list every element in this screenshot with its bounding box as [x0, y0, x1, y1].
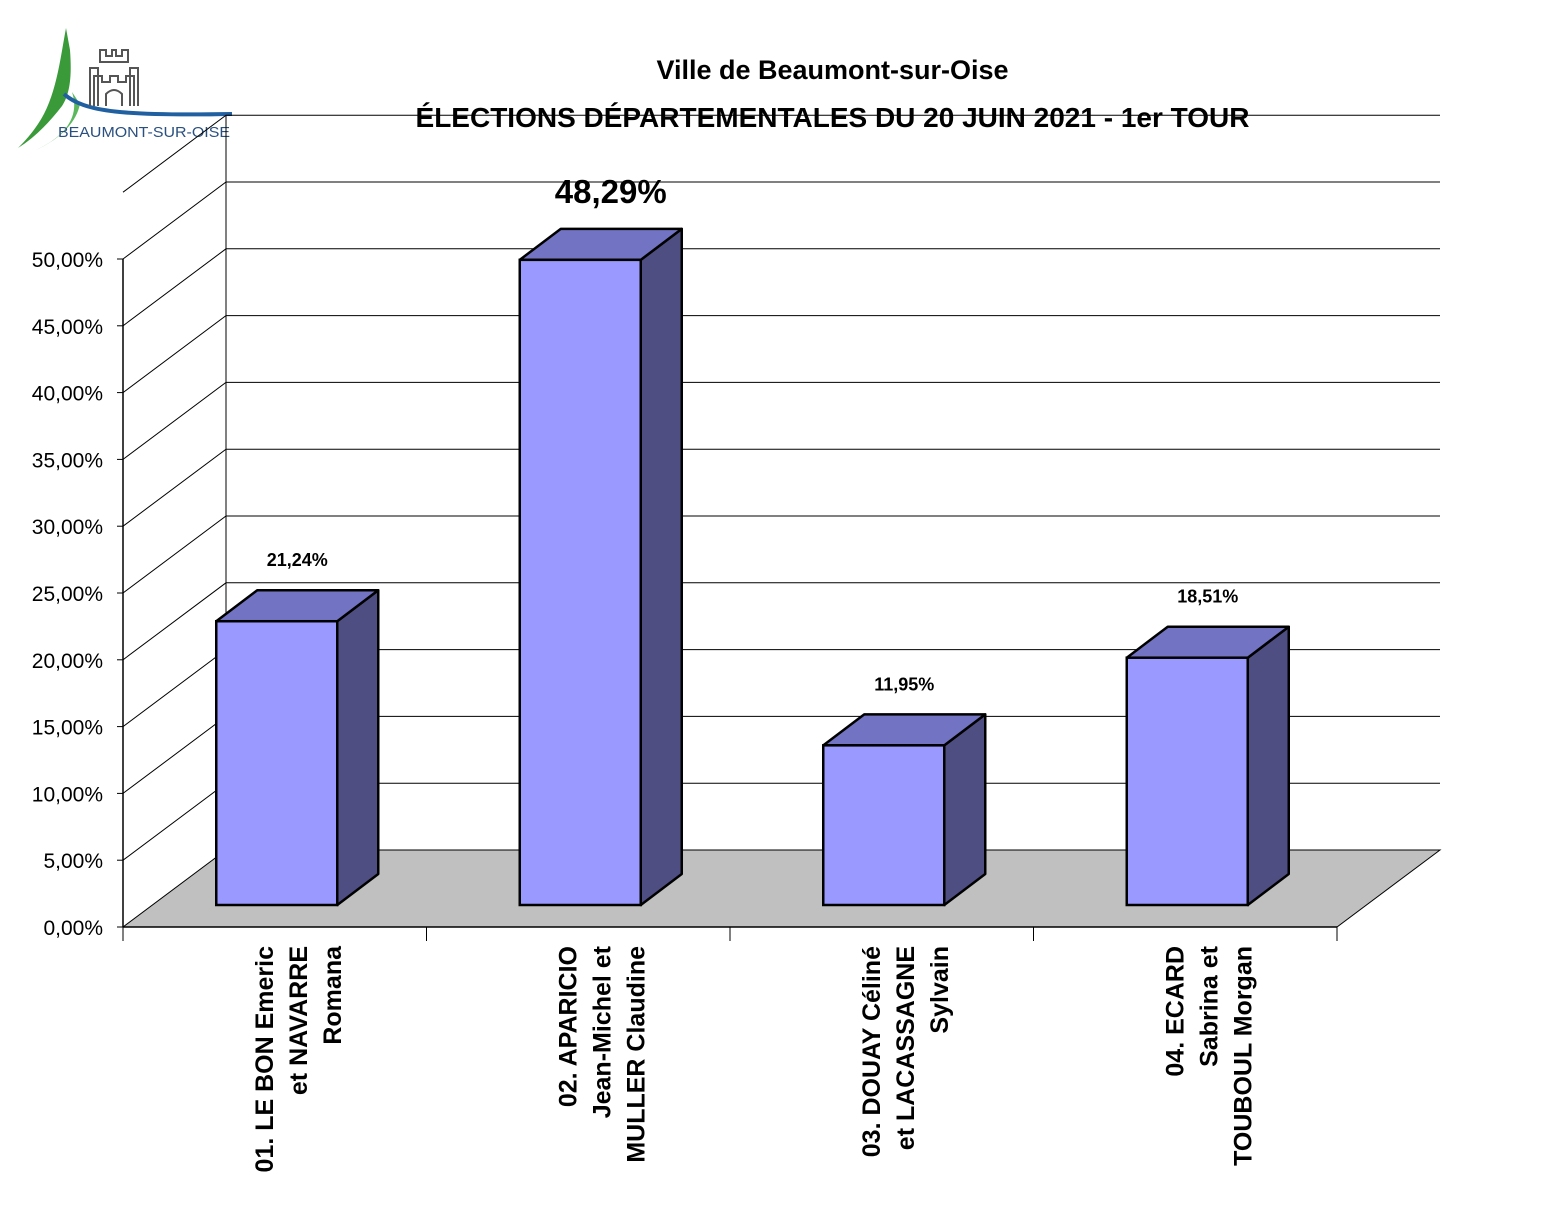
logo-river — [62, 92, 233, 117]
bar — [822, 713, 987, 907]
bar — [215, 588, 380, 907]
gridline — [122, 114, 1440, 193]
bar-side — [943, 713, 987, 907]
beaumont-logo: BEAUMONT-SUR-OISE — [18, 28, 233, 150]
bar — [518, 227, 683, 907]
category-label: 04. ECARD Sabrina et TOUBOUL Morgan — [1161, 945, 1257, 1166]
chart-title: Ville de Beaumont-sur-Oise — [656, 55, 1009, 85]
y-tick-label: 50,00% — [32, 249, 103, 272]
logo-castle-icon — [89, 49, 139, 106]
data-label: 48,29% — [555, 173, 667, 210]
y-tick-label: 30,00% — [32, 516, 103, 539]
chart-subtitle: ÉLECTIONS DÉPARTEMENTALES DU 20 JUIN 202… — [415, 102, 1250, 133]
bar-side — [336, 588, 380, 907]
y-tick-label: 35,00% — [32, 449, 103, 472]
gridline — [122, 381, 1440, 460]
y-tick-label: 25,00% — [32, 583, 103, 606]
logo-green-leaf — [36, 92, 80, 150]
gridline — [122, 448, 1440, 527]
bar-front — [215, 619, 339, 907]
y-tick-label: 15,00% — [32, 717, 103, 740]
bar-front — [1125, 656, 1249, 907]
gridline — [122, 248, 1440, 327]
logo-green-swoosh — [18, 28, 71, 148]
category-label: 02. APARICIO Jean-Michel et MULLER Claudin… — [554, 945, 650, 1162]
data-label: 21,24% — [267, 550, 328, 570]
data-label: 18,51% — [1177, 587, 1238, 607]
gridline — [122, 582, 1440, 661]
logo-text: BEAUMONT-SUR-OISE — [58, 124, 230, 141]
category-label: 01. LE BON Emeric et NAVARRE Romana — [251, 945, 347, 1173]
gridline — [122, 315, 1440, 394]
y-tick-label: 10,00% — [32, 783, 103, 806]
y-tick-label: 0,00% — [43, 917, 103, 940]
y-tick-label: 45,00% — [32, 316, 103, 339]
data-label: 11,95% — [874, 674, 934, 694]
category-label: 03. DOUAY Céliné et LACASSAGNE Sylvain — [858, 946, 954, 1157]
gridline — [122, 181, 1440, 260]
gridline — [122, 515, 1440, 594]
bar — [1125, 625, 1290, 907]
y-tick-label: 5,00% — [43, 850, 103, 873]
bar-front — [822, 744, 946, 907]
y-tick-label: 40,00% — [32, 383, 103, 406]
bar-side — [1246, 625, 1290, 907]
y-tick-label: 20,00% — [32, 650, 103, 673]
bar-side — [639, 227, 683, 907]
bar-front — [518, 258, 642, 907]
